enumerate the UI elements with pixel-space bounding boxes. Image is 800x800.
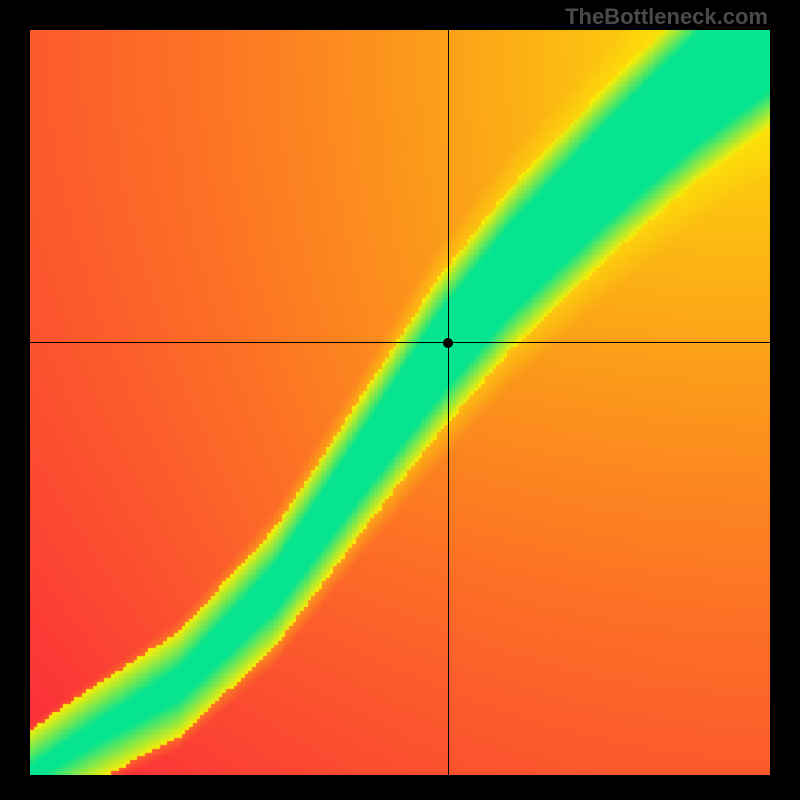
chart-frame: TheBottleneck.com: [0, 0, 800, 800]
heatmap-plot: [30, 30, 770, 775]
crosshair-marker: [443, 338, 453, 348]
crosshair-vertical: [448, 30, 449, 775]
crosshair-horizontal: [30, 342, 770, 343]
heatmap-canvas: [30, 30, 770, 775]
watermark-text: TheBottleneck.com: [565, 4, 768, 30]
